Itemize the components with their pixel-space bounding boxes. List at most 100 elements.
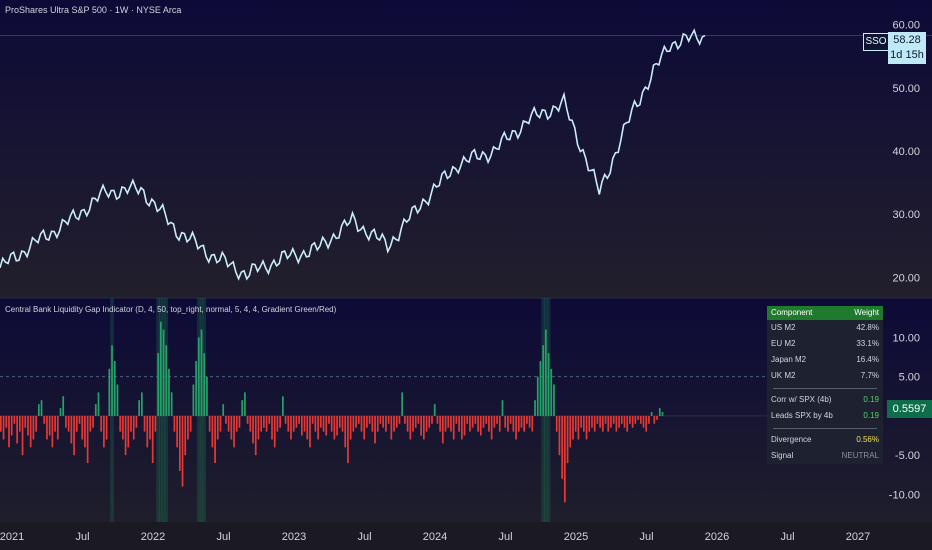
indicator-bar [409, 415, 412, 440]
indicator-bar [157, 353, 159, 416]
indicator-bar [319, 415, 322, 428]
indicator-bar [580, 415, 582, 428]
indicator-value-badge[interactable]: 0.5597 [887, 400, 932, 418]
indicator-bar [216, 415, 219, 440]
time-axis-label: Jul [780, 531, 794, 543]
indicator-bar [374, 415, 376, 444]
price-axis-tick: 20.00 [892, 272, 920, 284]
indicator-bar [517, 415, 520, 432]
indicator-bar [433, 404, 436, 416]
time-axis [0, 522, 932, 550]
indicator-bar [526, 415, 528, 424]
indicator-bar [162, 329, 165, 416]
indicator-bar [452, 415, 455, 440]
indicator-bar [498, 415, 501, 432]
indicator-bar [143, 415, 146, 432]
table-header: Component Weight [767, 306, 883, 320]
indicator-bar [395, 415, 398, 428]
indicator-bar [357, 415, 360, 424]
time-axis-label: 2021 [0, 531, 24, 543]
price-series-group [0, 28, 932, 281]
indicator-bar [222, 404, 225, 416]
indicator-bar [62, 396, 65, 416]
indicator-bar [564, 415, 566, 503]
time-axis-label: Jul [498, 531, 512, 543]
indicator-bar [181, 415, 184, 487]
indicator-bar [200, 329, 203, 416]
indicator-bar [330, 415, 333, 432]
component-weight: 42.8% [856, 323, 879, 332]
indicator-bar [504, 415, 507, 428]
indicator-bar [314, 415, 317, 432]
indicator-bar [501, 400, 504, 416]
indicator-bar [16, 415, 18, 444]
indicator-bar [159, 321, 162, 416]
indicator-bar [447, 415, 450, 428]
indicator-bar [92, 415, 94, 428]
indicator-bar [404, 415, 406, 424]
indicator-bar [211, 415, 214, 448]
indicator-bar [32, 415, 35, 440]
indicator-bar [393, 415, 395, 432]
indicator-bar [246, 415, 249, 424]
indicator-bar [496, 415, 498, 424]
component-weight: 16.4% [856, 355, 879, 364]
indicator-axis-tick: -5.00 [895, 450, 920, 462]
symbol-tag[interactable]: SSO [863, 33, 889, 51]
indicator-bar [469, 415, 471, 432]
indicator-bar [620, 415, 623, 424]
time-axis-label: 2025 [564, 531, 588, 543]
indicator-bar [225, 415, 227, 424]
indicator-bar [406, 415, 409, 432]
indicator-bar [40, 400, 43, 416]
indicator-title: Central Bank Liquidity Gap Indicator (D,… [5, 305, 337, 314]
indicator-bar [604, 415, 607, 424]
indicator-bar [455, 415, 458, 424]
indicator-bar [639, 415, 642, 424]
indicator-bar [634, 415, 637, 424]
table-row-component: UK M2 7.7% [767, 368, 883, 384]
indicator-bar [490, 415, 493, 440]
indicator-bar [637, 415, 639, 420]
indicator-bar [78, 415, 81, 424]
indicator-bar [309, 415, 311, 448]
last-price: 58.28 [893, 34, 921, 46]
indicator-bar [474, 415, 477, 424]
indicator-bar [43, 415, 46, 424]
indicator-bar [347, 415, 349, 464]
indicator-bar [27, 415, 29, 436]
indicator-bar [97, 392, 100, 416]
indicator-bar [542, 345, 545, 416]
indicator-bar [352, 415, 355, 432]
indicator-series-group [0, 298, 880, 522]
indicator-bar [412, 415, 414, 432]
indicator-bar [382, 415, 385, 428]
indicator-bar [479, 415, 482, 436]
indicator-bar [100, 415, 103, 432]
indicator-bar [249, 415, 252, 432]
indicator-bar [263, 415, 265, 428]
price-axis-tick: 50.00 [892, 83, 920, 95]
indicator-bar [244, 392, 246, 416]
indicator-bar [35, 415, 37, 432]
indicator-bar [170, 392, 173, 416]
indicator-bar [130, 415, 132, 432]
indicator-bar [81, 415, 84, 440]
indicator-bar [122, 415, 124, 440]
component-label: UK M2 [771, 371, 796, 380]
indicator-bar [425, 415, 428, 432]
time-axis-label: 2027 [846, 531, 870, 543]
time-axis-label: Jul [75, 531, 89, 543]
indicator-bar [385, 415, 387, 432]
table-header-weight: Weight [854, 308, 879, 317]
indicator-bar [493, 415, 496, 428]
indicator-bar [509, 415, 512, 424]
indicator-bar [103, 415, 105, 448]
indicator-bar [561, 415, 563, 479]
indicator-bar [607, 415, 610, 432]
last-price-badge[interactable]: 58.28 1d 15h [888, 32, 926, 64]
indicator-bar [290, 415, 292, 440]
indicator-bar [279, 415, 281, 428]
indicator-bar [341, 415, 344, 432]
